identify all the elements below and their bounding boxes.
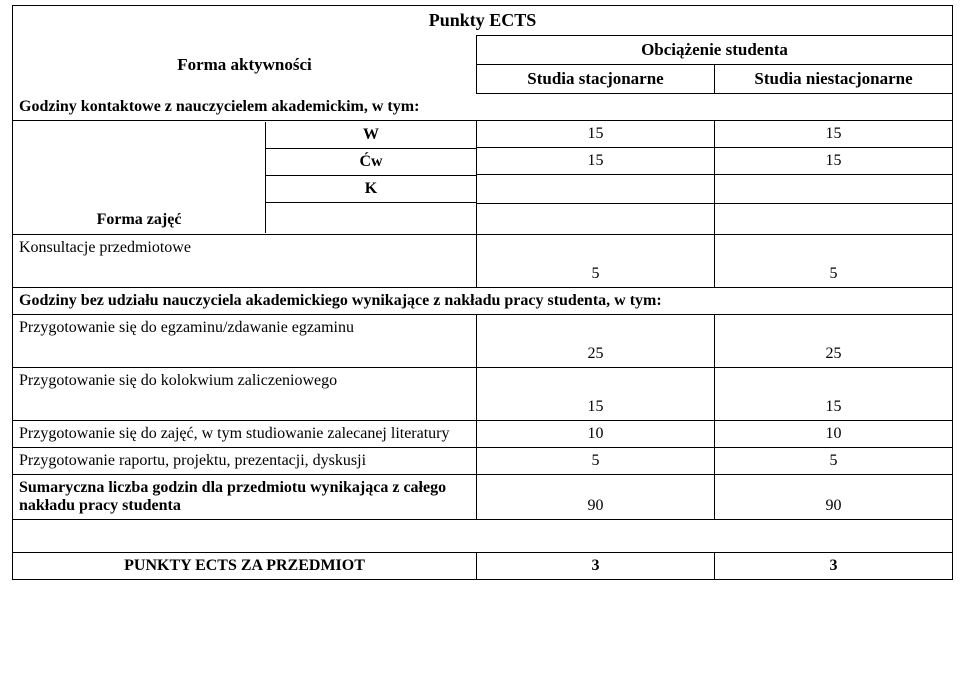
table-row: Przygotowanie się do kolokwium zaliczeni… bbox=[13, 368, 953, 421]
table-row: Przygotowanie raportu, projektu, prezent… bbox=[13, 448, 953, 475]
suma-label: Sumaryczna liczba godzin dla przedmiotu … bbox=[13, 475, 477, 520]
student-load-header: Obciążenie studenta bbox=[477, 36, 953, 65]
w-b: 15 bbox=[477, 121, 714, 148]
literatura-label: Przygotowanie się do zajęć, w tym studio… bbox=[13, 421, 477, 448]
table-row: Forma aktywności Obciążenie studenta bbox=[13, 36, 953, 65]
blank-c bbox=[715, 204, 952, 235]
cw-b: 15 bbox=[477, 148, 714, 175]
kolokwium-b: 15 bbox=[477, 368, 715, 421]
konsultacje-label: Konsultacje przedmiotowe bbox=[13, 235, 477, 288]
forma-zajec-label: Forma zajęć bbox=[13, 122, 266, 233]
forma-zajec-cell: Forma zajęć W Ćw K bbox=[13, 121, 477, 235]
table-row: Forma zajęć W Ćw K 15 15 15 15 bbox=[13, 121, 953, 235]
table-row: Punkty ECTS bbox=[13, 6, 953, 36]
table-row: Godziny bez udziału nauczyciela akademic… bbox=[13, 288, 953, 315]
footer-c: 3 bbox=[715, 553, 953, 580]
raport-c: 5 bbox=[715, 448, 953, 475]
col-c-inner: 15 15 bbox=[715, 121, 952, 234]
footer-b: 3 bbox=[477, 553, 715, 580]
bez-udzialu-label: Godziny bez udziału nauczyciela akademic… bbox=[13, 288, 953, 315]
table-row: Sumaryczna liczba godzin dla przedmiotu … bbox=[13, 475, 953, 520]
footer-row: PUNKTY ECTS ZA PRZEDMIOT 3 3 bbox=[13, 553, 953, 580]
cw-c: 15 bbox=[715, 148, 952, 175]
table-row: Przygotowanie się do egzaminu/zdawanie e… bbox=[13, 315, 953, 368]
egzamin-b: 25 bbox=[477, 315, 715, 368]
activity-form-header: Forma aktywności bbox=[13, 36, 477, 94]
cw-label: Ćw bbox=[266, 149, 477, 176]
konsultacje-b: 5 bbox=[477, 235, 715, 288]
konsultacje-c: 5 bbox=[715, 235, 953, 288]
blank-b bbox=[477, 204, 714, 235]
table-row: Przygotowanie się do zajęć, w tym studio… bbox=[13, 421, 953, 448]
table-row bbox=[13, 520, 953, 553]
forma-zajec-inner-table: Forma zajęć W Ćw K bbox=[13, 122, 476, 233]
col-b-inner: 15 15 bbox=[477, 121, 714, 234]
egzamin-c: 25 bbox=[715, 315, 953, 368]
kolokwium-label: Przygotowanie się do kolokwium zaliczeni… bbox=[13, 368, 477, 421]
contact-hours-label: Godziny kontaktowe z nauczycielem akadem… bbox=[13, 94, 953, 121]
w-label: W bbox=[266, 122, 477, 149]
kolokwium-c: 15 bbox=[715, 368, 953, 421]
suma-b: 90 bbox=[477, 475, 715, 520]
studia-niestacjonarne-header: Studia niestacjonarne bbox=[715, 65, 953, 94]
blank-cell bbox=[266, 203, 477, 234]
egzamin-label: Przygotowanie się do egzaminu/zdawanie e… bbox=[13, 315, 477, 368]
footer-label: PUNKTY ECTS ZA PRZEDMIOT bbox=[13, 553, 477, 580]
document-page: Punkty ECTS Forma aktywności Obciążenie … bbox=[0, 0, 960, 580]
suma-c: 90 bbox=[715, 475, 953, 520]
raport-label: Przygotowanie raportu, projektu, prezent… bbox=[13, 448, 477, 475]
literatura-c: 10 bbox=[715, 421, 953, 448]
k-c bbox=[715, 175, 952, 204]
literatura-b: 10 bbox=[477, 421, 715, 448]
ects-table: Punkty ECTS Forma aktywności Obciążenie … bbox=[12, 5, 953, 580]
w-c: 15 bbox=[715, 121, 952, 148]
table-row: Godziny kontaktowe z nauczycielem akadem… bbox=[13, 94, 953, 121]
table-row: Konsultacje przedmiotowe 5 5 bbox=[13, 235, 953, 288]
studia-stacjonarne-header: Studia stacjonarne bbox=[477, 65, 715, 94]
col-b-wck: 15 15 bbox=[477, 121, 715, 235]
k-b bbox=[477, 175, 714, 204]
spacer-cell bbox=[13, 520, 953, 553]
col-c-wck: 15 15 bbox=[715, 121, 953, 235]
k-label: K bbox=[266, 176, 477, 203]
raport-b: 5 bbox=[477, 448, 715, 475]
table-title: Punkty ECTS bbox=[13, 6, 953, 36]
